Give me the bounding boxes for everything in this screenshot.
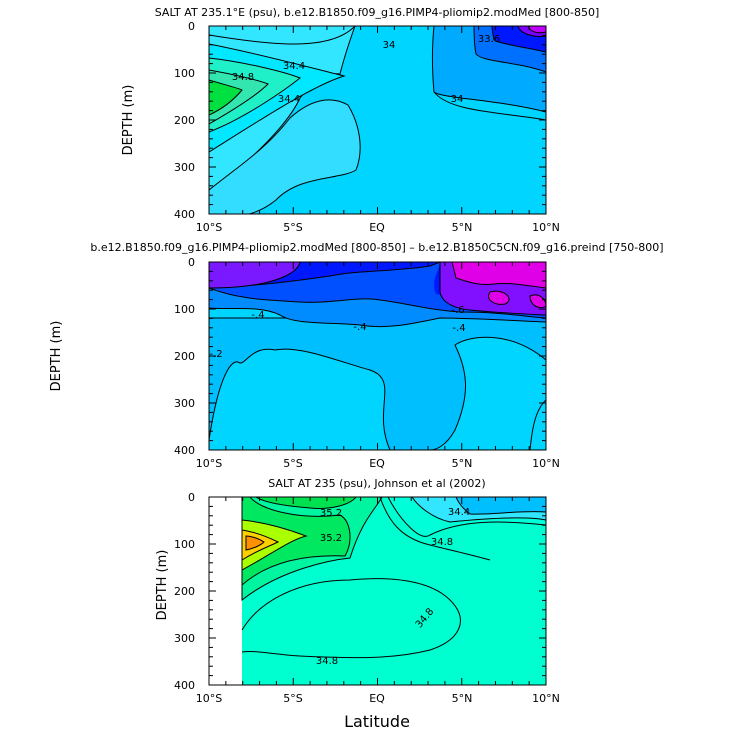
p3-xtick-0: 10°S (196, 692, 222, 705)
p1-xtick-1: 5°S (283, 221, 302, 234)
p3-clabel-5: 34.8 (316, 656, 338, 667)
p1-fill-34.2-lower (209, 99, 361, 214)
panel-2-field (209, 262, 546, 450)
p1-xtick-2: EQ (369, 221, 385, 234)
p2-clabel-4: -.2 (209, 349, 222, 360)
p2-ytick-2: 200 (174, 350, 195, 363)
p3-fill-35.2-top (255, 497, 357, 509)
p1-ylabel: DEPTH (m) (121, 85, 136, 156)
panel-3-ticks (208, 496, 547, 686)
p3-ytick-4: 400 (174, 679, 195, 692)
p2-clabel-2: -.6 (451, 305, 464, 316)
p2-clabel-0: -.4 (251, 310, 264, 321)
p3-ylabel: DEPTH (m) (155, 550, 170, 621)
p1-clabel-1: 34.8 (232, 72, 254, 83)
p2-xtick-0: 10°S (196, 457, 222, 470)
p3-xtick-1: 5°S (283, 692, 302, 705)
p3-ytick-0: 0 (188, 491, 195, 504)
p3-contour-34.8-upper (379, 497, 491, 561)
p1-fill-35.2 (209, 79, 243, 116)
p3-ytick-1: 100 (174, 538, 195, 551)
p3-clabel-2: 34.4 (448, 507, 470, 518)
p2-ytick-3: 300 (174, 397, 195, 410)
p3-clabel-1: 35.2 (320, 533, 342, 544)
p3-xtick-4: 10°N (532, 692, 560, 705)
p2-xtick-1: 5°S (283, 457, 302, 470)
p1-clabel-2: 34.4 (278, 94, 300, 105)
p1-clabel-4: 33.6 (478, 34, 500, 45)
p1-xtick-3: 5°N (452, 221, 473, 234)
p3-clabel-0: 35.2 (320, 508, 342, 519)
p1-ytick-1: 100 (174, 67, 195, 80)
p2-xtick-3: 5°N (452, 457, 473, 470)
p2-ylabel: DEPTH (m) (49, 321, 64, 392)
p3-fill-34.2 (455, 497, 546, 515)
p3-xlabel: Latitude (344, 712, 410, 731)
p2-fill-minus-1.0 (209, 262, 301, 289)
p2-fill-minus-1.2 (451, 262, 546, 289)
p2-ytick-0: 0 (188, 256, 195, 269)
p1-ytick-0: 0 (188, 20, 195, 33)
p2-ytick-4: 400 (174, 444, 195, 457)
p3-ytick-2: 200 (174, 585, 195, 598)
p1-clabel-0: 34.4 (283, 61, 305, 72)
p2-fill-minus-1.2-c (529, 294, 546, 309)
p2-xtick-4: 10°N (532, 457, 560, 470)
p1-clabel-5: 34 (451, 94, 464, 105)
p2-fill-minus-1.2-b (488, 290, 510, 305)
p2-fill-minus-0.2 (209, 317, 546, 450)
panel-3-title: SALT AT 235 (psu), Johnson et al (2002) (268, 477, 485, 490)
panel-2-ticks (208, 261, 547, 451)
p3-contour-34.8-lower (241, 578, 461, 659)
panel-3: SALT AT 235 (psu), Johnson et al (2002) … (155, 477, 560, 731)
p3-clabel-3: 34.8 (431, 537, 453, 548)
p2-clabel-3: -.4 (452, 323, 465, 334)
p1-contour-34.0-east (433, 91, 546, 121)
p1-ytick-2: 200 (174, 114, 195, 127)
p1-ytick-3: 300 (174, 161, 195, 174)
p3-xtick-2: EQ (369, 692, 385, 705)
p1-fill-35.0 (209, 69, 269, 125)
panel-3-field (209, 497, 546, 685)
p1-clabel-3: 34 (383, 40, 396, 51)
p3-ytick-3: 300 (174, 632, 195, 645)
p2-xtick-2: EQ (369, 457, 385, 470)
panel-1-title: SALT AT 235.1°E (psu), b.e12.B1850.f09_g… (155, 6, 600, 19)
panel-2: b.e12.B1850.f09_g16.PIMP4-pliomip2.modMe… (49, 241, 664, 470)
panel-1-field (209, 26, 546, 214)
p1-contour-34.0-south (209, 26, 356, 45)
p3-fill-35.4 (241, 519, 308, 571)
p3-fill-35.2 (241, 497, 351, 587)
panel-1: SALT AT 235.1°E (psu), b.e12.B1850.f09_g… (121, 6, 599, 234)
panel-1-ticks (208, 25, 547, 215)
p1-ytick-4: 400 (174, 208, 195, 221)
p1-xtick-0: 10°S (196, 221, 222, 234)
p1-xtick-4: 10°N (532, 221, 560, 234)
p2-ytick-1: 100 (174, 303, 195, 316)
p3-fill-35.8 (245, 535, 265, 551)
p3-xtick-3: 5°N (452, 692, 473, 705)
p2-clabel-1: -.4 (353, 322, 366, 333)
panel-2-title: b.e12.B1850.f09_g16.PIMP4-pliomip2.modMe… (90, 241, 663, 254)
